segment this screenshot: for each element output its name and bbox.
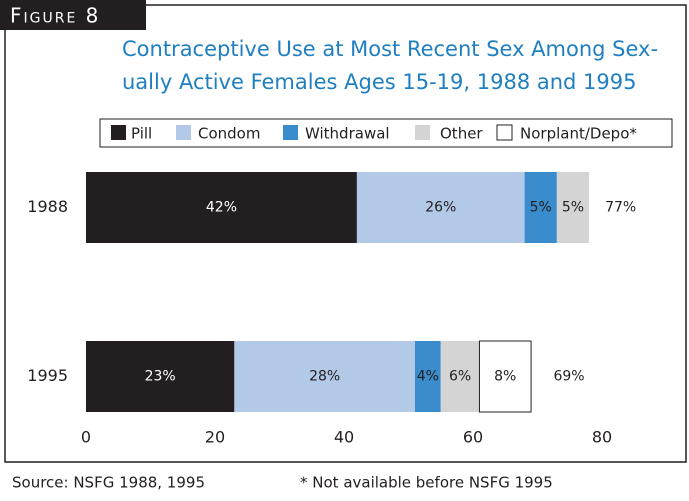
data-label: 6%	[449, 369, 471, 385]
legend-label: Condom	[198, 125, 260, 143]
legend-box	[99, 118, 673, 148]
y-tick-label: 1995	[27, 366, 68, 385]
bar-segment	[234, 341, 415, 412]
bar-segment	[86, 341, 235, 412]
data-label: 4%	[417, 369, 439, 385]
legend-swatch	[283, 125, 298, 140]
x-tick-label: 60	[463, 428, 483, 447]
x-tick-label: 40	[334, 428, 354, 447]
bar-segment	[86, 172, 357, 243]
total-label: 69%	[553, 369, 584, 385]
frame	[4, 4, 687, 463]
chart-title: Contraceptive Use at Most Recent Sex Amo…	[122, 37, 658, 61]
bar-segment	[440, 341, 480, 412]
bar-segment	[524, 172, 557, 243]
total-label: 77%	[605, 200, 636, 216]
data-label: 5%	[562, 200, 584, 216]
bar-segment	[478, 340, 532, 413]
data-label: 23%	[145, 369, 176, 385]
x-tick-label: 0	[81, 428, 91, 447]
bar-segment	[556, 172, 590, 243]
legend-swatch	[111, 125, 126, 140]
figure-tab	[0, 0, 146, 30]
x-tick-label: 20	[205, 428, 225, 447]
data-label: 28%	[309, 369, 340, 385]
legend-swatch	[496, 124, 513, 141]
data-label: 8%	[494, 369, 516, 385]
data-label: 42%	[206, 200, 237, 216]
legend-label: Other	[440, 125, 483, 143]
y-tick-label: 1988	[27, 197, 68, 216]
legend-label: Norplant/Depo*	[520, 125, 637, 143]
bar-segment	[356, 172, 525, 243]
figure-label: Figure 8	[10, 4, 100, 28]
legend-swatch	[176, 125, 191, 140]
legend-label: Withdrawal	[305, 125, 390, 143]
legend-swatch	[415, 125, 430, 140]
legend-label: Pill	[131, 125, 152, 143]
data-label: 5%	[530, 200, 552, 216]
source: Source: NSFG 1988, 1995	[12, 474, 205, 492]
note: * Not available before NSFG 1995	[300, 474, 553, 492]
x-tick-label: 80	[592, 428, 612, 447]
chart-title: ually Active Females Ages 15-19, 1988 an…	[122, 70, 636, 94]
bar-segment	[414, 341, 441, 412]
data-label: 26%	[425, 200, 456, 216]
